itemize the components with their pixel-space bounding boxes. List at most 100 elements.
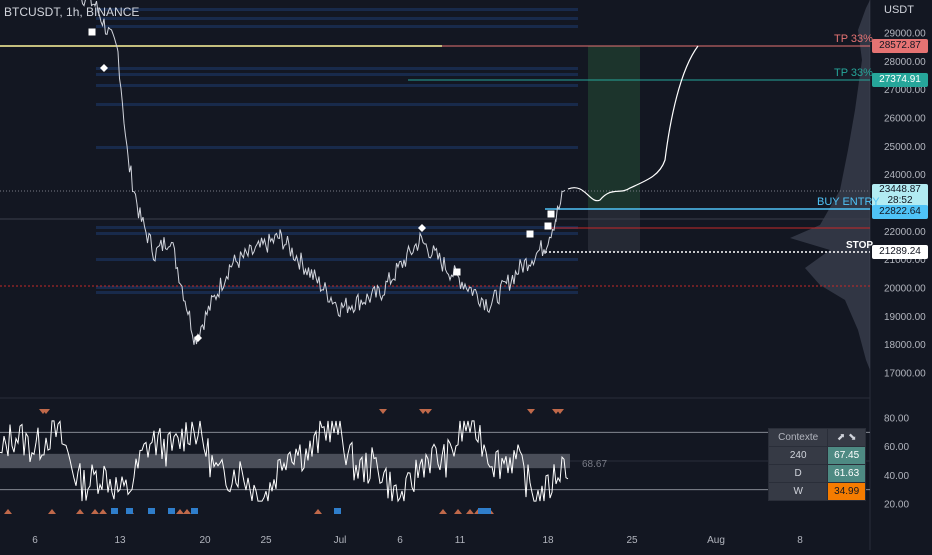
signal-marker xyxy=(526,230,534,238)
oversold-marker xyxy=(4,509,12,514)
oversold-marker xyxy=(439,509,447,514)
volume-zone xyxy=(96,73,578,76)
oversold-marker xyxy=(48,509,56,514)
oversold-marker xyxy=(314,509,322,514)
price-axis-tick: 22000.00 xyxy=(884,227,926,238)
signal-square xyxy=(191,508,198,514)
oscillator-axis-tick: 80.00 xyxy=(884,414,909,425)
signal-square xyxy=(126,508,133,514)
signal-marker xyxy=(88,28,96,36)
symbol-name: BTCUSDT xyxy=(4,5,60,19)
buy-entry-label: BUY ENTRY xyxy=(817,196,880,208)
position-profit-zone xyxy=(588,46,640,209)
overbought-marker xyxy=(379,409,387,414)
stop-price-tag: 21289.24 xyxy=(872,245,928,259)
signal-square xyxy=(334,508,341,514)
price-axis-tick: 24000.00 xyxy=(884,170,926,181)
time-axis-tick: Jul xyxy=(334,535,347,546)
volume-zone xyxy=(96,146,578,149)
volume-zone xyxy=(96,258,578,261)
price-axis-tick: 29000.00 xyxy=(884,29,926,40)
time-axis-tick: 13 xyxy=(114,535,126,546)
volume-profile xyxy=(790,0,870,370)
volume-zone xyxy=(96,8,578,11)
signal-square xyxy=(111,508,118,514)
stop-label: STOP xyxy=(846,240,874,251)
price-axis-tick: 25000.00 xyxy=(884,142,926,153)
signal-square xyxy=(484,508,491,514)
volume-zone xyxy=(96,286,578,289)
signal-square xyxy=(478,508,485,514)
volume-zone xyxy=(96,291,578,294)
trend-up-icon: ⬈ xyxy=(836,432,846,443)
volume-zone xyxy=(96,226,578,229)
oversold-marker xyxy=(99,509,107,514)
price-axis-tick: 21000.00 xyxy=(884,255,926,266)
volume-zone xyxy=(96,67,578,70)
context-value: 61.63 xyxy=(827,464,866,483)
tp2-price-tag: 27374.91 xyxy=(872,73,928,87)
volume-zone xyxy=(96,25,578,28)
volume-zone xyxy=(96,84,578,87)
time-axis-tick: 11 xyxy=(455,535,466,546)
context-tf: D xyxy=(767,464,829,483)
interval: 1h xyxy=(66,5,80,19)
oscillator-axis-tick: 60.00 xyxy=(884,442,909,453)
overbought-marker xyxy=(42,409,50,414)
price-axis-tick: 19000.00 xyxy=(884,312,926,323)
price-axis-tick: 17000.00 xyxy=(884,369,926,380)
signal-square xyxy=(148,508,155,514)
signal-marker xyxy=(194,334,202,342)
time-axis-tick: 6 xyxy=(397,535,403,546)
last-price: 23448.87 xyxy=(879,184,921,195)
price-axis-tick: 20000.00 xyxy=(884,284,926,295)
overbought-marker xyxy=(424,409,432,414)
signal-marker xyxy=(453,268,461,276)
oscillator-mid-value: 68.67 xyxy=(582,459,608,470)
time-axis-tick: 18 xyxy=(542,535,554,546)
oversold-marker xyxy=(183,509,191,514)
overbought-marker xyxy=(527,409,535,414)
oversold-marker xyxy=(176,509,184,514)
signal-square xyxy=(168,508,175,514)
signal-marker xyxy=(544,222,552,230)
oscillator-axis-tick: 40.00 xyxy=(884,471,909,482)
price-axis-tick: 28000.00 xyxy=(884,57,926,68)
oversold-marker xyxy=(466,509,474,514)
trend-down-icon: ⬊ xyxy=(848,432,857,443)
tp1-price-tag: 28572.87 xyxy=(872,39,928,53)
volume-zone xyxy=(96,17,578,20)
tp2-label: TP 33% xyxy=(834,67,873,79)
volume-zone xyxy=(96,103,578,106)
projected-path xyxy=(567,45,699,202)
time-axis-tick: 25 xyxy=(260,535,272,546)
price-axis-tick: 26000.00 xyxy=(884,114,926,125)
context-tf: 240 xyxy=(767,446,829,465)
signal-marker xyxy=(100,64,108,72)
overbought-marker xyxy=(556,409,564,414)
position-loss-zone xyxy=(588,209,640,252)
context-chart-icons: ⬈ ⬊ xyxy=(827,428,866,447)
context-value: 67.45 xyxy=(827,446,866,465)
volume-zone xyxy=(96,232,578,235)
bar-countdown: 28:52 xyxy=(887,195,913,206)
time-axis-tick: 25 xyxy=(626,535,638,546)
oversold-marker xyxy=(454,509,462,514)
oscillator-line xyxy=(0,420,569,503)
symbol-header: BTCUSDT, 1h, BINANCE xyxy=(4,5,140,19)
tp1-label: TP 33% xyxy=(834,33,873,45)
exchange: BINANCE xyxy=(86,5,140,19)
time-axis-tick: 20 xyxy=(199,535,211,546)
oversold-marker xyxy=(91,509,99,514)
oversold-marker xyxy=(76,509,84,514)
buy-entry-price-tag: 22822.64 xyxy=(872,205,928,219)
last-price-tag: 23448.87 28:52 xyxy=(872,184,928,208)
price-axis-tick: 27000.00 xyxy=(884,85,926,96)
context-header: Contexte xyxy=(767,428,829,447)
time-axis-tick: 8 xyxy=(797,535,803,546)
currency-label: USDT xyxy=(884,4,914,16)
oscillator-axis-tick: 20.00 xyxy=(884,500,909,511)
signal-marker xyxy=(418,224,426,232)
